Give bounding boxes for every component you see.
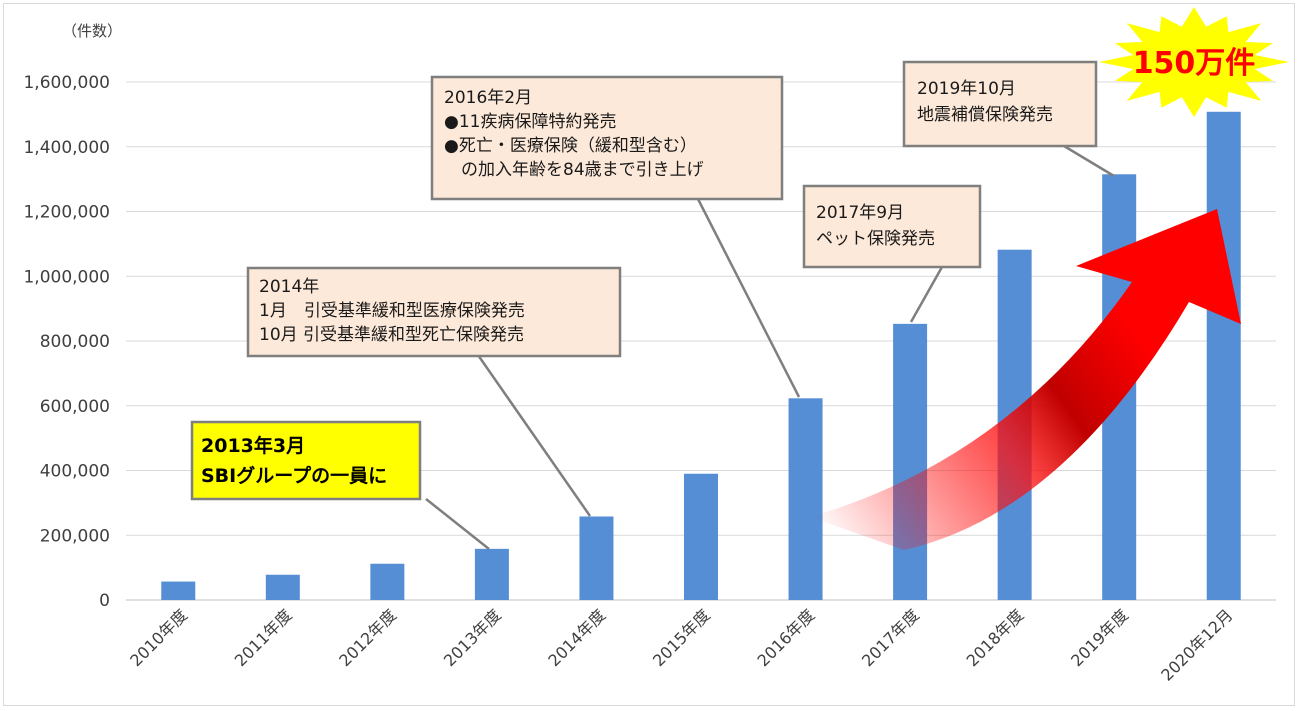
y-tick-label: 200,000: [40, 526, 110, 546]
starburst-shape: [1099, 7, 1289, 117]
callout-2017: 2017年9月 ペット保険発売: [802, 184, 982, 269]
callout-2016: 2016年2月 ●11疾病保障特約発売 ●死亡・医療保険（緩和型含む） の加入年…: [430, 75, 784, 201]
leader-line-2017: [909, 266, 944, 323]
y-tick-label: 1,600,000: [23, 73, 110, 93]
y-tick-label: 400,000: [40, 462, 110, 482]
y-axis-ticks: 0 200,000 400,000 600,000 800,000 1,000,000 1,…: [23, 73, 110, 611]
callout-sbi: 2013年3月 SBIグループの一員に: [190, 420, 422, 501]
y-tick-label: 1,000,000: [23, 267, 110, 287]
leader-line-2019: [1063, 144, 1115, 178]
callout-2019: 2019年10月 地震補償保険発売: [902, 60, 1098, 148]
bar-2014年度: [579, 516, 614, 600]
x-tick-label: 2019年度: [1067, 605, 1132, 670]
bar-chart: （件数） 0 200,000 400,000 600,000 800,000 1,000,…: [23, 7, 1289, 685]
y-tick-label: 1,400,000: [23, 138, 110, 158]
x-tick-label: 2015年度: [649, 605, 714, 670]
x-tick-label: 2020年12月: [1157, 605, 1236, 684]
callout-2016-line-1: 2016年2月: [444, 88, 532, 108]
bar-2013年度: [474, 548, 509, 600]
highlight-burst: 150万件: [1099, 7, 1289, 117]
bar-2017年度: [893, 323, 928, 600]
callout-2014-line-3: 10月 引受基準緩和型死亡保険発売: [259, 325, 524, 345]
callout-sbi-line-1: 2013年3月: [201, 434, 305, 457]
leader-line-sbi: [425, 498, 490, 550]
growth-arrow: [810, 209, 1241, 550]
callout-2014-line-1: 2014年: [259, 277, 319, 297]
callout-2016-line-3: ●死亡・医療保険（緩和型含む）: [444, 136, 697, 156]
bar-2011年度: [265, 574, 300, 600]
bar-2010年度: [161, 581, 196, 600]
y-tick-label: 1,200,000: [23, 203, 110, 223]
leader-line-2016: [696, 198, 801, 398]
callout-2014: 2014年 1月 引受基準緩和型医療保険発売 10月 引受基準緩和型死亡保険発売: [246, 266, 622, 358]
callout-2016-line-4: の加入年齢を84歳まで引き上げ: [444, 160, 704, 180]
x-tick-label: 2016年度: [754, 605, 819, 670]
x-tick-label: 2012年度: [335, 605, 400, 670]
callout-sbi-line-2: SBIグループの一員に: [201, 464, 387, 487]
y-tick-label: 600,000: [40, 397, 110, 417]
y-tick-label: 800,000: [40, 332, 110, 352]
callout-2019-line-2: 地震補償保険発売: [917, 105, 1053, 125]
callout-2014-line-2: 1月 引受基準緩和型医療保険発売: [259, 301, 525, 321]
highlight-text: 150万件: [1133, 46, 1256, 81]
x-tick-label: 2013年度: [440, 605, 505, 670]
leader-line-2014: [476, 354, 592, 517]
bars: [161, 111, 1241, 601]
x-tick-label: 2010年度: [126, 605, 191, 670]
x-axis-ticks: 2010年度 2011年度 2012年度 2013年度 2014年度 2015年度 2016…: [126, 605, 1236, 684]
x-tick-label: 2011年度: [231, 605, 296, 670]
callout-2017-line-1: 2017年9月: [816, 203, 904, 223]
bar-2020年12月: [1206, 111, 1241, 600]
callout-2016-line-2: ●11疾病保障特約発売: [444, 112, 616, 132]
bar-2015年度: [684, 473, 718, 600]
y-unit-label: （件数）: [62, 22, 122, 40]
bar-2016年度: [788, 398, 823, 600]
x-tick-label: 2014年度: [544, 605, 609, 670]
y-tick-label: 0: [99, 591, 110, 611]
chart-frame: （件数） 0 200,000 400,000 600,000 800,000 1,000,…: [3, 3, 1295, 706]
callout-2019-line-1: 2019年10月: [917, 79, 1016, 99]
callout-2017-line-2: ペット保険発売: [816, 229, 935, 249]
x-tick-label: 2017年度: [858, 605, 923, 670]
bar-2012年度: [370, 563, 405, 600]
x-tick-label: 2018年度: [963, 605, 1028, 670]
